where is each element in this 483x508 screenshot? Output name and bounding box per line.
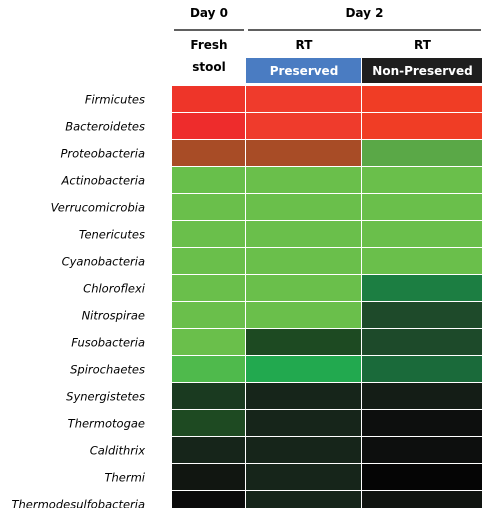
heatmap-cell-10-0 xyxy=(172,356,245,382)
heatmap-cell-4-1 xyxy=(246,194,361,220)
row-label-14: Thermi xyxy=(104,471,145,485)
heatmap-cell-11-1 xyxy=(246,383,361,409)
heatmap-cell-2-2 xyxy=(362,140,482,166)
heatmap-cell-13-1 xyxy=(246,437,361,463)
heatmap-cell-9-2 xyxy=(362,329,482,355)
heatmap-cell-13-2 xyxy=(362,437,482,463)
heatmap-cell-8-1 xyxy=(246,302,361,328)
row-label-3: Actinobacteria xyxy=(61,174,145,188)
column-band-label-2: Non-Preserved xyxy=(372,64,472,78)
row-label-12: Thermotogae xyxy=(68,417,145,431)
heatmap-cell-10-2 xyxy=(362,356,482,382)
heatmap-cell-2-0 xyxy=(172,140,245,166)
column-band-1 xyxy=(246,58,361,83)
row-label-9: Fusobacteria xyxy=(71,336,145,350)
heatmap-cell-8-2 xyxy=(362,302,482,328)
column-label-0: Fresh xyxy=(190,38,227,52)
heatmap-cell-0-1 xyxy=(246,86,361,112)
group-label-0: Day 0 xyxy=(190,6,228,20)
heatmap-cell-3-2 xyxy=(362,167,482,193)
row-label-8: Nitrospirae xyxy=(82,309,145,323)
heatmap-cell-15-2 xyxy=(362,491,482,508)
column-label-1: RT xyxy=(296,38,314,52)
heatmap-cell-5-1 xyxy=(246,221,361,247)
heatmap-cell-12-0 xyxy=(172,410,245,436)
heatmap-cell-6-0 xyxy=(172,248,245,274)
heatmap-cell-5-0 xyxy=(172,221,245,247)
heatmap-cell-11-2 xyxy=(362,383,482,409)
column-band-2 xyxy=(362,58,482,83)
heatmap-cell-14-1 xyxy=(246,464,361,490)
row-label-0: Firmicutes xyxy=(85,93,145,107)
heatmap-cell-6-1 xyxy=(246,248,361,274)
group-label-1: Day 2 xyxy=(345,6,383,20)
heatmap-cell-3-0 xyxy=(172,167,245,193)
heatmap-cell-1-1 xyxy=(246,113,361,139)
row-label-15: Thermodesulfobacteria xyxy=(11,498,145,508)
heatmap-cell-12-2 xyxy=(362,410,482,436)
row-label-7: Chloroflexi xyxy=(83,282,146,296)
row-label-5: Tenericutes xyxy=(79,228,145,242)
heatmap-cell-14-2 xyxy=(362,464,482,490)
heatmap-cell-10-1 xyxy=(246,356,361,382)
heatmap-cell-2-1 xyxy=(246,140,361,166)
row-label-6: Cyanobacteria xyxy=(62,255,145,269)
heatmap-cell-9-0 xyxy=(172,329,245,355)
heatmap-cell-12-1 xyxy=(246,410,361,436)
heatmap-cell-15-1 xyxy=(246,491,361,508)
heatmap-cell-0-2 xyxy=(362,86,482,112)
column-band-label-1: Preserved xyxy=(270,64,339,78)
heatmap-cell-7-1 xyxy=(246,275,361,301)
heatmap-cell-1-0 xyxy=(172,113,245,139)
row-label-4: Verrucomicrobia xyxy=(51,201,145,215)
column-label-2: RT xyxy=(414,38,432,52)
row-label-10: Spirochaetes xyxy=(70,363,145,377)
row-label-11: Synergistetes xyxy=(66,390,145,404)
heatmap-cell-3-1 xyxy=(246,167,361,193)
heatmap-cell-7-0 xyxy=(172,275,245,301)
heatmap-cell-11-0 xyxy=(172,383,245,409)
heatmap-cell-1-2 xyxy=(362,113,482,139)
heatmap-cell-4-0 xyxy=(172,194,245,220)
heatmap-cell-5-2 xyxy=(362,221,482,247)
heatmap-cell-7-2 xyxy=(362,275,482,301)
row-label-2: Proteobacteria xyxy=(60,147,145,161)
heatmap-cell-9-1 xyxy=(246,329,361,355)
heatmap-cell-15-0 xyxy=(172,491,245,508)
row-label-1: Bacteroidetes xyxy=(65,120,145,134)
heatmap-cell-6-2 xyxy=(362,248,482,274)
heatmap-cell-14-0 xyxy=(172,464,245,490)
row-label-13: Caldithrix xyxy=(90,444,145,458)
heatmap-cell-8-0 xyxy=(172,302,245,328)
heatmap-cell-13-0 xyxy=(172,437,245,463)
column-sublabel-0: stool xyxy=(192,60,225,74)
heatmap-cell-4-2 xyxy=(362,194,482,220)
heatmap-cell-0-0 xyxy=(172,86,245,112)
